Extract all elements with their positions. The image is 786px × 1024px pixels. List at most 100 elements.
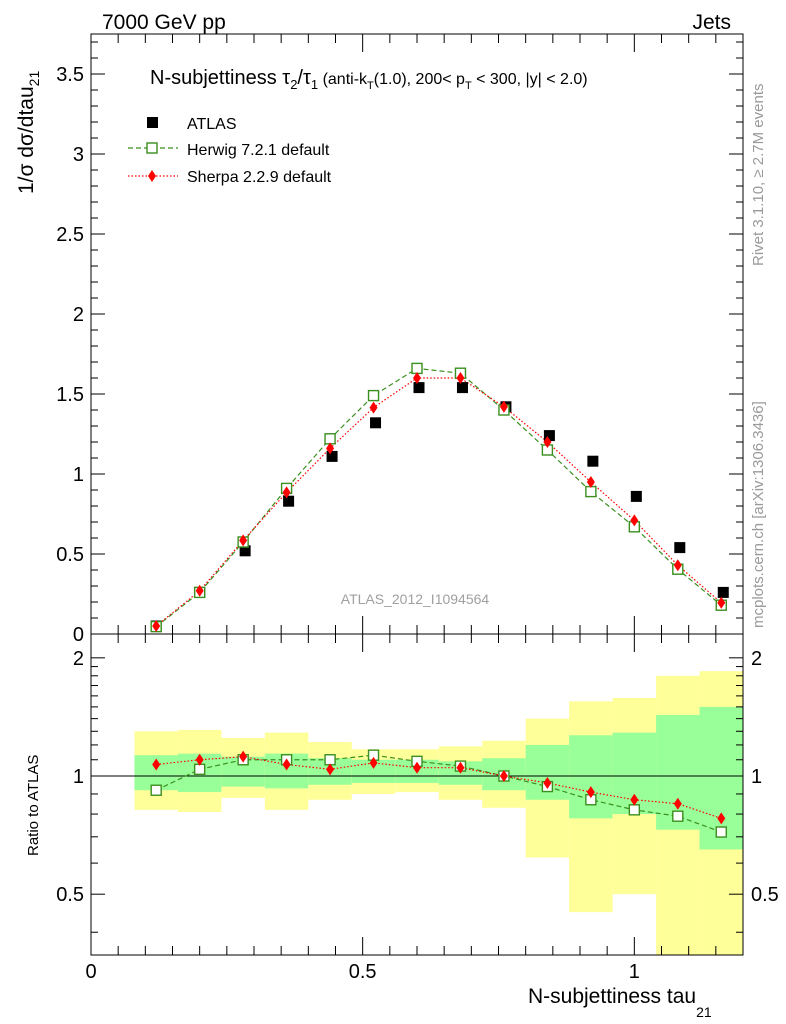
ratio-y-tick-label: 2 xyxy=(73,648,84,670)
x-label-sub: 21 xyxy=(696,1004,712,1020)
main-y-tick-label: 2.5 xyxy=(56,224,84,246)
title-sub1: 2 xyxy=(290,77,297,92)
ratio-y-tick-label-right: 1 xyxy=(751,766,762,788)
sherpa-point xyxy=(717,596,726,609)
ratio-sherpa-point xyxy=(413,761,421,774)
ratio-sherpa-point xyxy=(499,770,508,783)
legend-sherpa-marker xyxy=(148,170,156,182)
sherpa-point xyxy=(239,534,248,547)
sherpa-point xyxy=(369,401,378,414)
rivet-version-label: Rivet 3.1.10, ≥ 2.7M events xyxy=(750,84,767,267)
ratio-sherpa-point xyxy=(195,753,204,766)
sherpa-point xyxy=(152,620,161,632)
ratio-sherpa-point xyxy=(152,758,161,771)
ratio-inner-band xyxy=(699,706,743,850)
main-y-tick-label: 3.5 xyxy=(56,64,84,86)
ratio-sherpa-point xyxy=(456,761,465,774)
sherpa-point xyxy=(195,584,204,597)
atlas-point xyxy=(239,545,251,557)
header-right-title: Jets xyxy=(692,11,731,34)
ratio-y-tick-label: 0.5 xyxy=(56,884,84,906)
ratio-axes: 0.5 0.5 1 1 2 2 0 0.5 1 xyxy=(56,633,779,983)
ratio-sherpa-point xyxy=(630,793,639,806)
sherpa-point xyxy=(630,514,639,527)
title-cut-a: (anti-k xyxy=(318,71,368,88)
ratio-sherpa-line xyxy=(156,756,722,819)
title-main: N-subjettiness τ xyxy=(150,67,290,89)
legend-atlas-label: ATLAS xyxy=(187,116,237,133)
ratio-herwig-point xyxy=(150,784,162,796)
ratio-sherpa-point xyxy=(586,786,595,799)
main-y-tick-label: 1.5 xyxy=(56,384,84,406)
chart-title: N-subjettiness τ2/τ1 (anti-kT(1.0), 200<… xyxy=(150,67,588,92)
legend-herwig-marker xyxy=(146,142,158,154)
x-tick-label: 0.5 xyxy=(349,961,377,983)
atlas-point xyxy=(326,450,338,462)
ratio-y-tick-label-right: 0.5 xyxy=(751,884,779,906)
ratio-inner-band xyxy=(569,735,613,819)
ratio-panel: 0.5 0.5 1 1 2 2 0 0.5 1 Ratio to ATLAS N-subjett… xyxy=(25,633,779,1020)
herwig-point xyxy=(367,389,380,402)
ratio-inner-band xyxy=(351,759,396,783)
ratio-sherpa-point xyxy=(369,756,378,769)
ratio-series xyxy=(150,749,727,838)
title-cut-b: (1.0), 200< p xyxy=(374,71,465,88)
atlas-point xyxy=(370,417,382,429)
ratio-y-axis-label: Ratio to ATLAS xyxy=(25,755,42,856)
ratio-sherpa-point xyxy=(326,763,335,776)
ratio-herwig-point xyxy=(672,810,684,822)
title-cut-a-sub: T xyxy=(367,80,374,92)
ratio-herwig-point xyxy=(715,826,727,838)
ratio-uncertainty-bands xyxy=(134,671,743,955)
herwig-point xyxy=(585,485,597,498)
title-cut-b-sub: T xyxy=(465,80,472,92)
herwig-line xyxy=(155,367,722,628)
ratio-sherpa-point xyxy=(717,812,726,825)
atlas-point xyxy=(630,490,642,502)
ratio-y-tick-label: 1 xyxy=(73,766,84,788)
sherpa-point xyxy=(543,436,552,448)
sherpa-line xyxy=(155,377,722,627)
ratio-sherpa-point xyxy=(673,797,682,810)
sherpa-point xyxy=(413,372,421,384)
title-sub2: 1 xyxy=(311,77,318,92)
atlas-point xyxy=(456,382,468,394)
sherpa-point xyxy=(673,559,682,572)
header-left-title: 7000 GeV pp xyxy=(102,11,226,34)
atlas-point xyxy=(674,542,686,554)
herwig-point xyxy=(411,362,423,375)
atlas-point xyxy=(283,495,295,507)
x-tick-label: 1 xyxy=(629,961,640,983)
main-panel: 0 0.5 1 1.5 2 2.5 3 3.5 ATLAS_2012_I1094564 N-s… xyxy=(15,33,744,646)
sherpa-point xyxy=(499,400,508,413)
ratio-herwig-point xyxy=(324,754,336,766)
x-tick-label: 0 xyxy=(85,961,96,983)
ratio-herwig-point xyxy=(628,804,641,816)
main-y-tick-label: 2 xyxy=(73,304,84,326)
main-series xyxy=(150,362,729,633)
atlas-point xyxy=(543,430,555,442)
watermark: ATLAS_2012_I1094564 xyxy=(341,591,490,607)
main-y-axis-label: 1/σ dσ/dtau21 xyxy=(15,71,42,194)
sherpa-point xyxy=(586,476,595,488)
sherpa-point xyxy=(282,486,291,499)
title-cut-c: < 300, |y| < 2.0) xyxy=(472,71,588,88)
main-y-tick-label: 0 xyxy=(73,624,84,646)
sherpa-point xyxy=(326,442,335,455)
mcplots-label: mcplots.cern.ch [arXiv:1306.3436] xyxy=(750,401,767,628)
atlas-point xyxy=(717,586,729,598)
ratio-sherpa-point xyxy=(543,776,552,789)
main-y-tick-label: 0.5 xyxy=(56,544,84,566)
ratio-herwig-point xyxy=(193,763,206,776)
sherpa-point xyxy=(456,372,465,384)
main-y-label-sub: 21 xyxy=(26,71,42,87)
legend-atlas-marker xyxy=(147,117,158,128)
ratio-y-tick-label-right: 2 xyxy=(751,648,762,670)
main-y-tick-label: 3 xyxy=(73,144,84,166)
legend-sherpa-label: Sherpa 2.2.9 default xyxy=(187,169,332,186)
herwig-point xyxy=(324,433,336,445)
x-label-text: N-subjettiness tau xyxy=(528,985,696,1008)
main-y-tick-label: 1 xyxy=(73,464,84,486)
ratio-herwig-line xyxy=(155,754,722,833)
